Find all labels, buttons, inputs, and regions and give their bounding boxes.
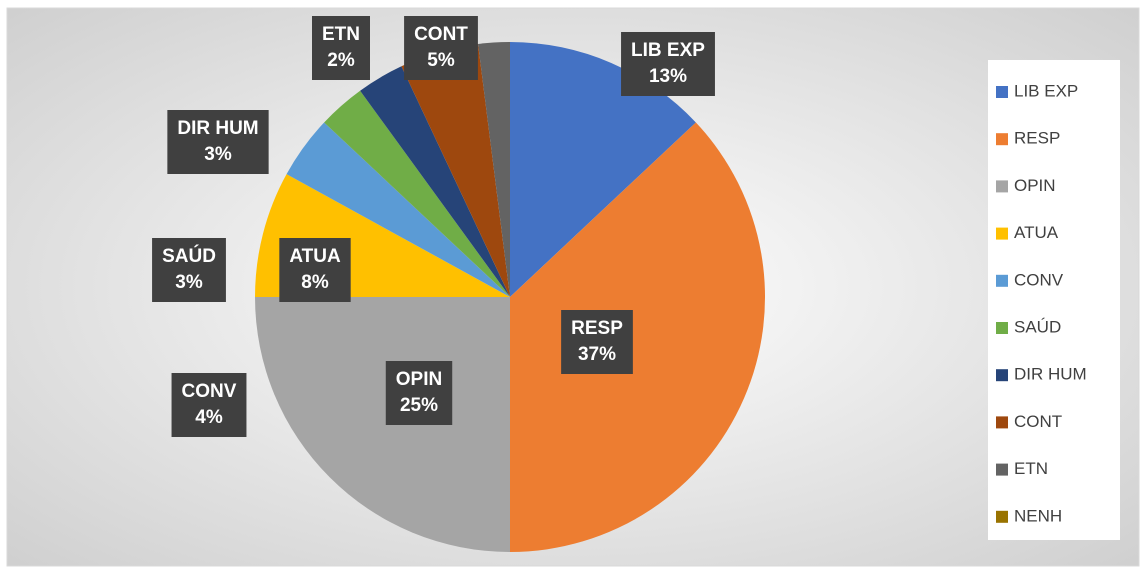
pie-slice bbox=[255, 297, 510, 552]
data-label-box bbox=[404, 16, 478, 80]
legend-label: ATUA bbox=[1014, 223, 1059, 242]
data-label: SAÚD 3% bbox=[152, 238, 226, 302]
data-label-category: ETN bbox=[322, 24, 360, 45]
data-label-value: 25% bbox=[400, 395, 438, 416]
data-label: CONV 4% bbox=[171, 373, 247, 437]
data-label-box bbox=[561, 310, 633, 374]
legend-label: CONV bbox=[1014, 270, 1064, 289]
data-label-box bbox=[621, 32, 715, 96]
data-label: ETN 2% bbox=[312, 16, 370, 80]
data-label-value: 13% bbox=[649, 66, 687, 87]
data-label-category: LIB EXP bbox=[631, 40, 705, 61]
data-label-category: RESP bbox=[571, 318, 623, 339]
data-label-value: 2% bbox=[327, 50, 355, 71]
legend-swatch bbox=[996, 180, 1008, 193]
legend-label: CONT bbox=[1014, 412, 1062, 431]
data-label-box bbox=[152, 238, 226, 302]
data-label-value: 37% bbox=[578, 344, 616, 365]
legend-swatch bbox=[996, 322, 1008, 334]
pie-slice bbox=[401, 44, 510, 298]
data-label-category: CONT bbox=[414, 24, 468, 45]
data-label-category: CONV bbox=[182, 381, 237, 402]
data-label-category: ATUA bbox=[289, 246, 341, 267]
data-label-value: 8% bbox=[301, 272, 329, 293]
data-label-box bbox=[312, 16, 370, 80]
legend-swatch bbox=[996, 510, 1008, 523]
data-label-value: 3% bbox=[204, 144, 232, 165]
legend-box bbox=[988, 60, 1120, 540]
legend-swatch bbox=[996, 463, 1008, 476]
data-label-value: 4% bbox=[195, 407, 223, 428]
data-label-category: DIR HUM bbox=[177, 118, 258, 139]
legend-swatch bbox=[996, 133, 1008, 146]
legend-swatch bbox=[996, 274, 1008, 287]
data-label-value: 5% bbox=[427, 50, 455, 71]
legend-label: SAÚD bbox=[1014, 317, 1061, 336]
data-label: LIB EXP 13% bbox=[621, 32, 715, 96]
pie-slice bbox=[510, 122, 766, 552]
data-label: CONT 5% bbox=[404, 16, 478, 80]
pie-slice bbox=[478, 42, 510, 297]
pie-slice bbox=[286, 122, 510, 297]
pie-slice bbox=[510, 42, 696, 297]
legend-label: DIR HUM bbox=[1014, 365, 1087, 384]
legend-swatch bbox=[996, 86, 1008, 98]
data-label-box bbox=[385, 361, 453, 425]
data-label: DIR HUM 3% bbox=[167, 110, 269, 174]
pie-slice bbox=[360, 66, 510, 297]
data-label-category: SAÚD bbox=[162, 245, 216, 267]
data-label-value: 3% bbox=[175, 272, 203, 293]
data-label: ATUA 8% bbox=[279, 238, 351, 302]
legend-label: NENH bbox=[1014, 506, 1062, 525]
legend-swatch bbox=[996, 227, 1008, 240]
legend-label: ETN bbox=[1014, 459, 1048, 478]
data-label-box bbox=[171, 373, 247, 437]
legend-swatch bbox=[996, 416, 1008, 429]
legend-label: RESP bbox=[1014, 129, 1060, 148]
data-label: OPIN 25% bbox=[385, 361, 453, 425]
legend-swatch bbox=[996, 369, 1008, 382]
data-label-box bbox=[167, 110, 269, 174]
legend-label: OPIN bbox=[1014, 176, 1056, 195]
data-label-box bbox=[279, 238, 351, 302]
data-label: RESP 37% bbox=[561, 310, 633, 374]
legend-label: LIB EXP bbox=[1014, 81, 1078, 100]
data-label-category: OPIN bbox=[396, 369, 442, 390]
pie-slice bbox=[324, 90, 510, 297]
